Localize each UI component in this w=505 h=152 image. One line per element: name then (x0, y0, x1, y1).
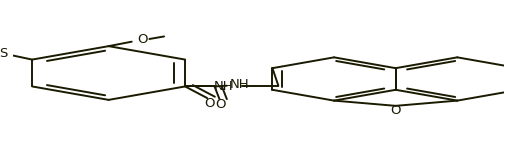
Text: O: O (216, 98, 226, 111)
Text: NH: NH (229, 78, 249, 92)
Text: O: O (138, 33, 148, 46)
Text: O: O (205, 97, 215, 110)
Text: NH: NH (214, 80, 233, 93)
Text: S: S (0, 47, 8, 60)
Text: O: O (390, 104, 401, 117)
